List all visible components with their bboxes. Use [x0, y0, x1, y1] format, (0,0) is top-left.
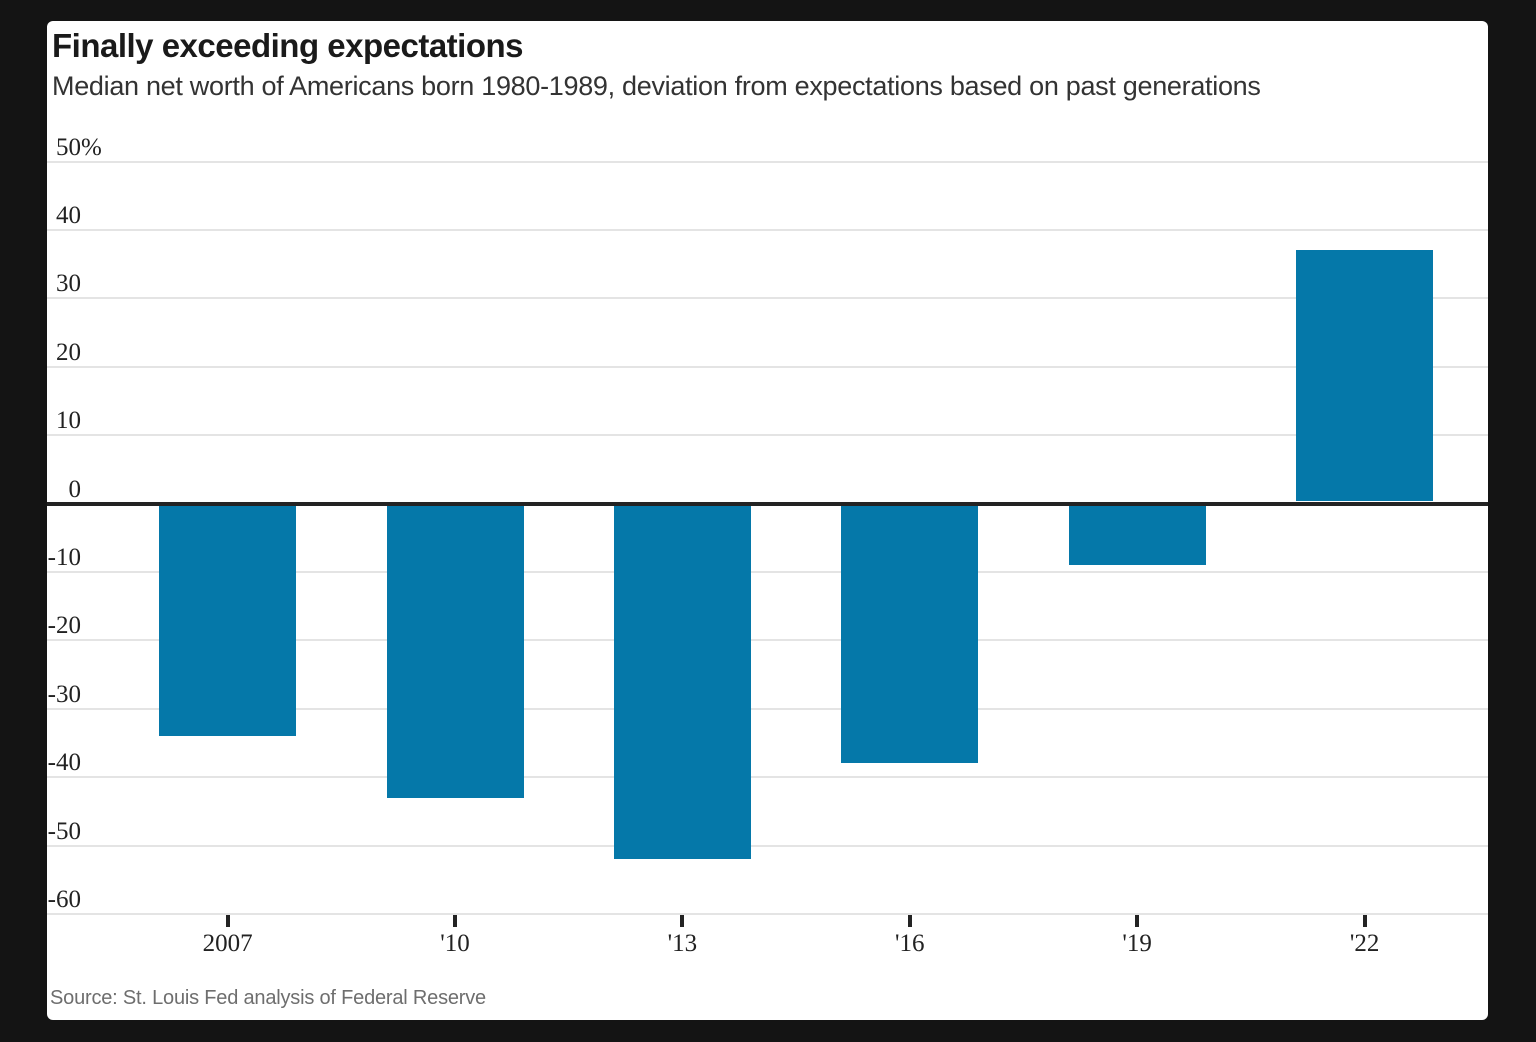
gridline-y-10: [47, 434, 1488, 437]
x-axis-label: 2007: [202, 929, 253, 957]
bar-16: [841, 505, 979, 764]
y-axis-label: 0: [47, 475, 82, 503]
bar-13: [613, 505, 751, 860]
y-axis-label-number: 30: [56, 270, 81, 298]
y-axis-label: 50%: [47, 134, 102, 161]
x-axis-tick-22: [1362, 914, 1367, 927]
gridline-y--40: [47, 776, 1488, 779]
y-axis-label: -40: [47, 749, 81, 776]
plot-area: 50% 40 30 20 10 0 -10 -20 -30 -40 -50 -60 2007 '10 '13…: [47, 21, 1488, 1020]
x-axis-label: '13: [667, 929, 698, 957]
x-axis-tick-16: [907, 914, 912, 927]
y-axis-label-number: 50: [56, 133, 81, 161]
y-axis-label-number: -20: [47, 612, 81, 640]
y-axis-label-number: -10: [47, 543, 81, 571]
y-axis-label: -10: [47, 544, 81, 571]
gridline-y-50: [47, 160, 1488, 163]
x-axis-tick-10: [453, 914, 457, 927]
x-axis-label: '16: [895, 929, 925, 957]
chart-card: Finally exceeding expectations Median ne…: [47, 21, 1488, 1020]
y-axis-label-number: 0: [68, 475, 82, 503]
y-axis-label: 30: [47, 270, 81, 297]
x-axis-label: '19: [1122, 929, 1152, 957]
y-axis-label: 20: [47, 339, 81, 366]
gridline-y--30: [47, 707, 1488, 710]
zero-baseline: [47, 501, 1488, 506]
gridline-y--50: [47, 844, 1488, 847]
y-axis-label-number: -60: [47, 885, 81, 913]
y-axis-label-number: 40: [56, 201, 81, 229]
gridline-y--10: [47, 570, 1488, 573]
chart-title: Finally exceeding expectations: [52, 27, 524, 64]
y-axis-label-number: -40: [47, 749, 81, 777]
y-axis-label-number: 20: [56, 338, 81, 366]
bar-19: [1068, 505, 1206, 566]
x-axis-tick-2007: [225, 914, 230, 927]
y-axis-unit-suffix: %: [81, 133, 102, 161]
y-axis-label: -50: [47, 818, 81, 845]
y-axis-label: -30: [47, 681, 81, 708]
gridline-y-30: [47, 297, 1488, 300]
gridline-y-40: [47, 228, 1488, 231]
gridline-y--20: [47, 639, 1488, 642]
x-axis-tick-19: [1135, 914, 1140, 927]
y-axis-label-number: -50: [47, 817, 81, 845]
bar-22: [1296, 250, 1434, 502]
bar-2007: [159, 505, 297, 737]
x-axis-tick-13: [680, 914, 685, 927]
y-axis-label-number: -30: [47, 680, 81, 708]
x-axis-label: '10: [440, 929, 470, 957]
source-note: Source: St. Louis Fed analysis of Federa…: [50, 987, 486, 1009]
y-axis-label: -20: [47, 612, 81, 639]
y-axis-label: -60: [47, 886, 81, 913]
gridline-y-20: [47, 365, 1488, 368]
y-axis-label-number: 10: [56, 407, 81, 435]
x-axis-label: '22: [1349, 929, 1380, 957]
bar-10: [386, 505, 524, 798]
y-axis-label: 40: [47, 202, 81, 229]
gridline-y--60: [47, 912, 1488, 915]
chart-subtitle: Median net worth of Americans born 1980-…: [52, 71, 1261, 101]
y-axis-label: 10: [47, 407, 81, 434]
